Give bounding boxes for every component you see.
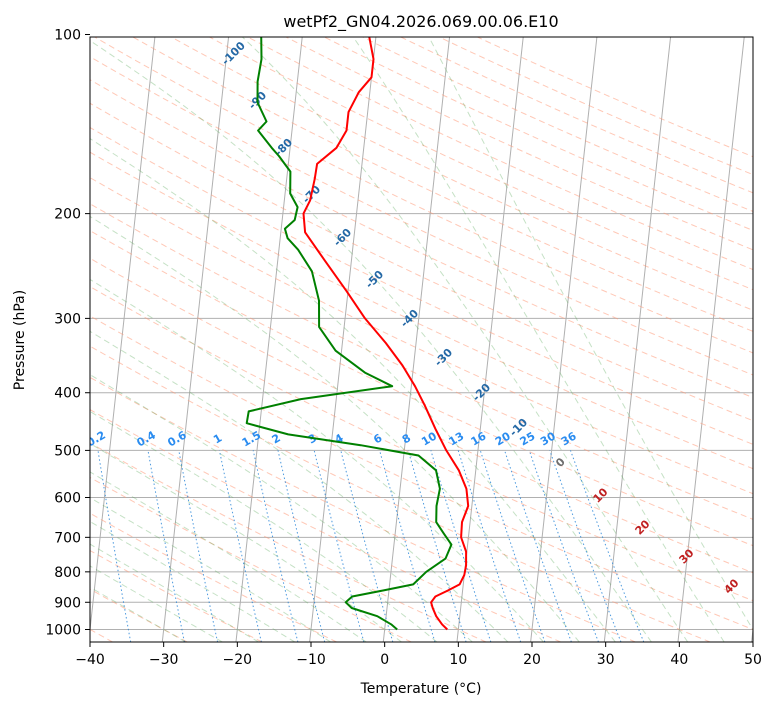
mixing-ratio-line — [430, 450, 492, 642]
dry-adiabat-line — [90, 315, 753, 631]
moist-adiabat-line — [90, 330, 509, 642]
mixing-ratio-line — [457, 450, 522, 642]
mixing-ratio-line — [218, 450, 262, 642]
mixing-ratio-line — [479, 450, 546, 642]
chart-title: wetPf2_GN04.2026.069.00.06.E10 — [283, 12, 558, 32]
mixing-ratio-line — [252, 450, 299, 642]
isotherm-line — [530, 37, 598, 642]
dry-adiabat-line — [90, 151, 753, 470]
isotherm-line — [161, 37, 230, 642]
moist-adiabat-line — [90, 278, 544, 642]
y-tick-label: 200 — [54, 207, 81, 223]
isotherm-line — [90, 37, 156, 635]
moist-adiabat-line — [90, 40, 652, 642]
dry-adiabat-line — [90, 512, 338, 642]
background-line-layer — [90, 37, 753, 642]
dry-adiabat-line — [90, 102, 753, 422]
tick-layer: −40 −30 −20 −10 0 10 20 30 40 50 100 200 300 400 500 60… — [45, 28, 762, 668]
dry-adiabat-line — [90, 376, 636, 642]
mixing-ratio-line — [504, 450, 572, 642]
x-tick-label: 10 — [449, 652, 467, 668]
dry-adiabat-line — [90, 79, 753, 399]
mixing-ratio-line — [277, 450, 326, 642]
isotherm-line — [677, 37, 745, 642]
x-tick-label: −30 — [149, 652, 179, 668]
moist-adiabat-line — [241, 37, 689, 642]
moist-adiabat-line — [90, 520, 296, 642]
y-tick-label: 1000 — [45, 623, 81, 639]
dry-adiabat-line — [90, 203, 753, 520]
temperature-profile-line — [302, 37, 470, 631]
isotherm-line — [456, 37, 524, 642]
y-axis-label: Pressure (hPa) — [12, 290, 28, 390]
dry-adiabat-line — [93, 37, 753, 354]
profile-layer — [245, 37, 470, 631]
x-tick-label: 20 — [523, 652, 541, 668]
y-tick-label: 400 — [54, 386, 81, 402]
mixing-ratio-line — [178, 450, 219, 642]
dry-adiabat-line — [90, 126, 753, 445]
x-tick-label: 30 — [597, 652, 615, 668]
moist-adiabat-line — [90, 374, 473, 642]
isotherm-line — [603, 37, 672, 642]
x-tick-label: −20 — [223, 652, 253, 668]
y-tick-label: 300 — [54, 311, 81, 327]
dewpoint-profile-line — [245, 37, 453, 631]
moist-adiabat-line — [90, 410, 438, 642]
y-tick-label: 700 — [54, 530, 81, 546]
moist-adiabat-line — [428, 37, 753, 631]
moist-adiabat-line — [90, 137, 616, 642]
dry-adiabat-line — [90, 409, 562, 642]
isotherm-line — [382, 37, 451, 642]
moist-adiabat-line — [90, 215, 580, 642]
x-tick-label: 0 — [380, 652, 389, 668]
dry-adiabat-line — [90, 286, 753, 602]
isotherm-line — [235, 37, 303, 642]
y-tick-label: 100 — [54, 28, 81, 44]
x-tick-label: −40 — [75, 652, 105, 668]
y-tick-label: 900 — [54, 595, 81, 611]
moist-adiabat-line — [90, 442, 402, 642]
y-tick-label: 600 — [54, 491, 81, 507]
plot-frame — [89, 36, 754, 643]
x-tick-label: −10 — [296, 652, 326, 668]
dry-adiabat-line — [90, 230, 753, 547]
dry-adiabat-line — [90, 257, 753, 574]
mixing-ratio-line — [147, 450, 185, 642]
x-axis-label: Temperature (°C) — [360, 681, 482, 697]
y-tick-label: 500 — [54, 443, 81, 459]
mixing-ratio-line — [340, 450, 394, 642]
dry-adiabat-line — [90, 177, 753, 495]
x-tick-label: 50 — [744, 652, 762, 668]
dry-adiabat-line — [90, 56, 753, 376]
mixing-ratio-line — [97, 450, 132, 642]
y-tick-label: 800 — [54, 565, 81, 581]
mixing-ratio-line — [407, 450, 467, 642]
moist-adiabat-line — [352, 37, 725, 642]
x-tick-label: 40 — [670, 652, 688, 668]
moist-adiabat-line — [90, 497, 331, 642]
mixing-ratio-line — [379, 450, 436, 642]
